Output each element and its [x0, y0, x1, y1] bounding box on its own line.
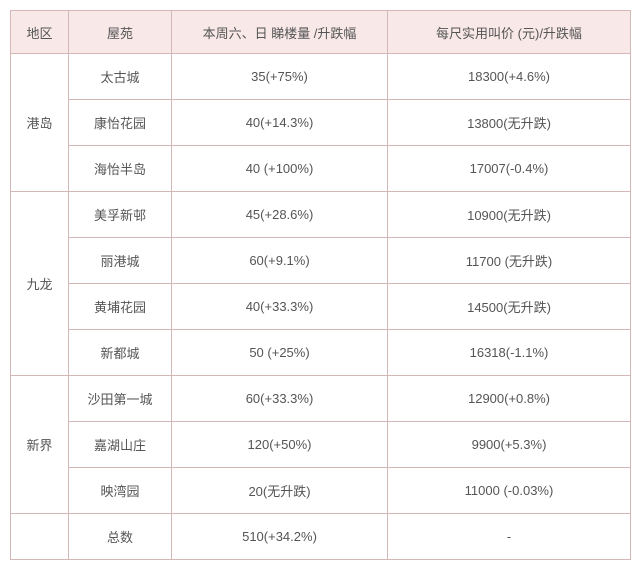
cell-total-volume: 510(+34.2%) — [172, 514, 388, 560]
cell-estate: 美孚新邨 — [69, 192, 172, 238]
table-row: 黄埔花园40(+33.3%)14500(无升跌) — [11, 284, 631, 330]
cell-price: 17007(-0.4%) — [388, 146, 631, 192]
table-body: 港岛太古城35(+75%)18300(+4.6%)康怡花园40(+14.3%)1… — [11, 54, 631, 560]
cell-estate: 黄埔花园 — [69, 284, 172, 330]
total-row: 总数510(+34.2%)- — [11, 514, 631, 560]
cell-volume: 120(+50%) — [172, 422, 388, 468]
cell-region: 港岛 — [11, 54, 69, 192]
cell-price: 11000 (-0.03%) — [388, 468, 631, 514]
cell-volume: 35(+75%) — [172, 54, 388, 100]
cell-price: 12900(+0.8%) — [388, 376, 631, 422]
cell-total-price: - — [388, 514, 631, 560]
cell-price: 16318(-1.1%) — [388, 330, 631, 376]
table-row: 海怡半岛40 (+100%)17007(-0.4%) — [11, 146, 631, 192]
cell-estate: 康怡花园 — [69, 100, 172, 146]
cell-volume: 40 (+100%) — [172, 146, 388, 192]
table-row: 九龙美孚新邨45(+28.6%)10900(无升跌) — [11, 192, 631, 238]
table-row: 港岛太古城35(+75%)18300(+4.6%) — [11, 54, 631, 100]
table-row: 新都城50 (+25%)16318(-1.1%) — [11, 330, 631, 376]
cell-price: 9900(+5.3%) — [388, 422, 631, 468]
property-table: 地区 屋苑 本周六、日 睇楼量 /升跌幅 每尺实用叫价 (元)/升跌幅 港岛太古… — [10, 10, 631, 560]
cell-price: 14500(无升跌) — [388, 284, 631, 330]
cell-estate: 海怡半岛 — [69, 146, 172, 192]
cell-estate: 丽港城 — [69, 238, 172, 284]
cell-region: 新界 — [11, 376, 69, 514]
header-row: 地区 屋苑 本周六、日 睇楼量 /升跌幅 每尺实用叫价 (元)/升跌幅 — [11, 11, 631, 54]
cell-estate: 沙田第一城 — [69, 376, 172, 422]
cell-volume: 45(+28.6%) — [172, 192, 388, 238]
cell-estate: 太古城 — [69, 54, 172, 100]
header-volume: 本周六、日 睇楼量 /升跌幅 — [172, 11, 388, 54]
table-row: 康怡花园40(+14.3%)13800(无升跌) — [11, 100, 631, 146]
header-estate: 屋苑 — [69, 11, 172, 54]
table-row: 丽港城60(+9.1%)11700 (无升跌) — [11, 238, 631, 284]
cell-price: 11700 (无升跌) — [388, 238, 631, 284]
cell-volume: 40(+14.3%) — [172, 100, 388, 146]
cell-price: 10900(无升跌) — [388, 192, 631, 238]
cell-estate: 新都城 — [69, 330, 172, 376]
header-region: 地区 — [11, 11, 69, 54]
table-row: 嘉湖山庄120(+50%)9900(+5.3%) — [11, 422, 631, 468]
cell-volume: 50 (+25%) — [172, 330, 388, 376]
table-row: 映湾园20(无升跌)11000 (-0.03%) — [11, 468, 631, 514]
cell-volume: 20(无升跌) — [172, 468, 388, 514]
table-row: 新界沙田第一城60(+33.3%)12900(+0.8%) — [11, 376, 631, 422]
cell-region-blank — [11, 514, 69, 560]
cell-price: 18300(+4.6%) — [388, 54, 631, 100]
cell-price: 13800(无升跌) — [388, 100, 631, 146]
cell-region: 九龙 — [11, 192, 69, 376]
cell-estate: 映湾园 — [69, 468, 172, 514]
cell-estate: 嘉湖山庄 — [69, 422, 172, 468]
header-price: 每尺实用叫价 (元)/升跌幅 — [388, 11, 631, 54]
cell-volume: 60(+33.3%) — [172, 376, 388, 422]
cell-volume: 40(+33.3%) — [172, 284, 388, 330]
cell-volume: 60(+9.1%) — [172, 238, 388, 284]
cell-total-estate: 总数 — [69, 514, 172, 560]
